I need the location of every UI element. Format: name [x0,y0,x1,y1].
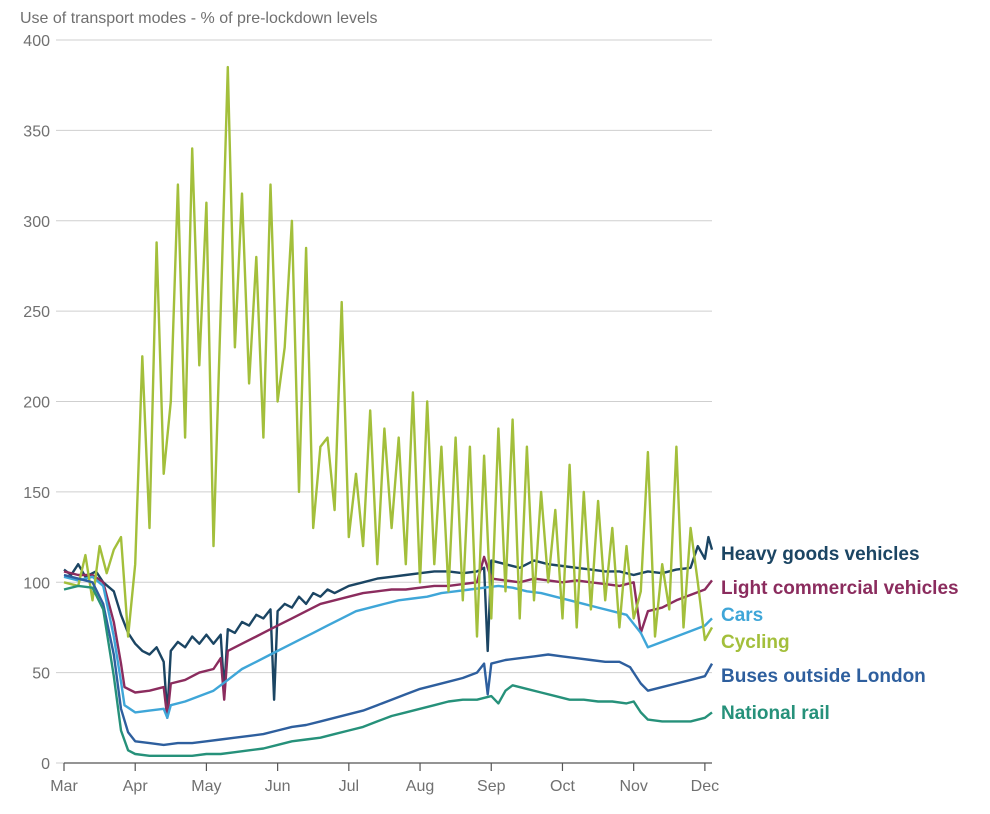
y-tick-label: 300 [23,214,50,231]
series-label-cars: Cars [721,605,763,626]
series-line-cycling [63,65,714,642]
series-label-national-rail: National rail [721,703,830,724]
series-labels: Heavy goods vehicles Light commercial veh… [721,544,959,724]
y-tick-label: 150 [23,485,50,502]
series-label-cycling: Cycling [721,632,790,653]
x-tick-label: Mar [50,778,78,795]
x-tick-label: Sep [477,778,506,795]
y-tick-label: 100 [23,575,50,592]
gridlines [56,39,712,764]
chart-title: Use of transport modes - % of pre-lockdo… [20,10,378,27]
series-line-national-rail [63,584,713,757]
x-tick-label: Apr [123,778,149,795]
y-tick-label: 400 [23,33,50,50]
x-tick-label: May [191,778,221,795]
y-tick-label: 50 [32,666,50,683]
y-tick-label: 0 [41,756,50,773]
series-lines [63,65,714,757]
y-tick-label: 250 [23,304,50,321]
x-tick-label: Aug [406,778,434,795]
x-tick-label: Nov [619,778,647,795]
series-line-buses-outside-london [63,573,714,747]
x-tick-label: Dec [691,778,719,795]
series-line-cars [63,575,713,719]
x-tick-label: Jun [265,778,291,795]
axes: 0 50 100 150 200 250 300 350 400 Mar Apr May Jun Jul A… [23,33,719,795]
series-label-heavy-goods-vehicles: Heavy goods vehicles [721,544,920,565]
series-line-light-commercial-vehicles [63,555,713,719]
y-tick-label: 200 [23,395,50,412]
x-tick-label: Oct [550,778,575,795]
x-tick-label: Jul [339,778,359,795]
series-label-light-commercial-vehicles: Light commercial vehicles [721,578,959,599]
series-label-buses-outside-london: Buses outside London [721,666,926,687]
y-tick-label: 350 [23,123,50,140]
